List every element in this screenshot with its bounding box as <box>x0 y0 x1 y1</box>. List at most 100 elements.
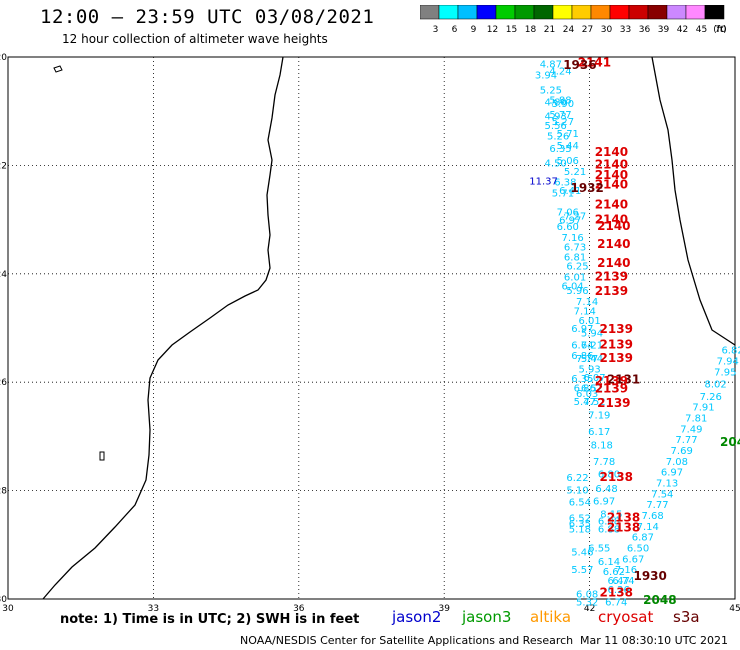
lon-tick-label: 42 <box>584 604 595 614</box>
colorbar-label: 3 <box>433 25 439 35</box>
lon-tick-label: 33 <box>148 604 159 614</box>
swh-label: 6.80 <box>598 469 620 480</box>
swh-label: 4.50 <box>545 159 567 170</box>
time-label-cryosat: 2140 <box>595 177 628 191</box>
swh-label: 6.52 <box>581 384 603 395</box>
colorbar-label: 30 <box>601 25 613 35</box>
swh-label: 7.54 <box>651 489 673 500</box>
time-label-cryosat: 2139 <box>595 270 628 284</box>
swh-label: 6.97 <box>559 216 581 227</box>
swh-label: 6.88 <box>598 516 620 527</box>
swh-label: 6.38 <box>554 178 576 189</box>
colorbar-label: 33 <box>620 25 631 35</box>
swh-label: 5.46 <box>571 547 593 558</box>
swh-label: 5.77 <box>549 110 571 121</box>
swh-label: 6.82 <box>721 346 740 357</box>
swh-label: 7.52 <box>583 397 605 408</box>
swh-label: 7.95 <box>714 367 736 378</box>
time-label-cryosat: 2140 <box>597 219 630 233</box>
lon-tick-label: 36 <box>293 604 305 614</box>
swh-label: 7.13 <box>656 478 678 489</box>
time-label-cryosat: 2140 <box>597 237 630 251</box>
island-mark <box>99 451 105 461</box>
coastline-africa <box>42 56 284 600</box>
swh-label: 7.49 <box>680 424 702 435</box>
swh-label: 6.62 <box>603 567 625 578</box>
swh-label: 6.35 <box>569 519 591 530</box>
time-label-cryosat: 2138 <box>607 511 640 525</box>
swh-label: 5.71 <box>552 189 574 200</box>
swh-label: 7.68 <box>641 511 663 522</box>
swh-label: 5.10 <box>566 486 588 497</box>
lon-tick-label: 39 <box>438 604 450 614</box>
time-label-cryosat: 2139 <box>595 382 628 396</box>
swh-label: 6.14 <box>598 557 620 568</box>
swh-label: 5.18 <box>569 525 591 536</box>
swh-label: 5.94 <box>581 328 603 339</box>
swh-label: 8.18 <box>591 441 613 452</box>
note-text: note: 1) Time is in UTC; 2) SWH is in fe… <box>60 612 360 627</box>
swh-label: 6.17 <box>588 427 610 438</box>
swh-label: 7.81 <box>685 413 707 424</box>
legend-s3a: s3a <box>673 608 700 626</box>
swh-label: 6.74 <box>605 598 627 609</box>
swh-label: 8.02 <box>704 379 726 390</box>
time-label-cryosat: 2140 <box>595 197 628 211</box>
swh-label: 6.08 <box>576 590 598 601</box>
swh-label: 5.32 <box>576 598 598 609</box>
swh-label: 5.71 <box>557 129 579 140</box>
footer-credit: NOAA/NESDIS Center for Satellite Applica… <box>240 634 574 647</box>
swh-label: 6.07 <box>583 373 605 384</box>
swh-label: 6.87 <box>632 533 654 544</box>
lon-tick-label: 45 <box>729 604 740 614</box>
swh-label: 6.21 <box>581 340 603 351</box>
colorbar-label: 36 <box>639 25 651 35</box>
colorbar-label: 70 <box>715 25 727 35</box>
swh-label: 7.78 <box>593 457 615 468</box>
swh-label: 5.57 <box>571 565 593 576</box>
lat-tick-label: -28 <box>0 487 7 497</box>
swh-label: 4.24 <box>549 67 571 78</box>
time-label-s3a: 1930 <box>633 569 666 583</box>
swh-label: 6.97 <box>593 496 615 507</box>
colorbar-label: 45 <box>696 25 707 35</box>
swh-label: 7.14 <box>637 522 659 533</box>
colorbar-label: 24 <box>563 25 575 35</box>
legend-jason2: jason2 <box>392 608 442 626</box>
swh-label: 5.88 <box>549 95 571 106</box>
swh-label: 6.60 <box>557 222 579 233</box>
swh-label: 5.56 <box>545 121 567 132</box>
swh-label: 6.88 <box>598 525 620 536</box>
swh-label: 6.26 <box>608 585 630 596</box>
swh-label: 5.27 <box>552 117 574 128</box>
lat-tick-label: -26 <box>0 378 7 388</box>
colorbar-label: 9 <box>471 25 477 35</box>
swh-label: 7.14 <box>574 307 596 318</box>
swh-label: 3.94 <box>535 70 557 81</box>
colorbar-swatch <box>704 5 725 20</box>
time-label-jason2: 11.37 <box>529 177 558 188</box>
swh-label: 7.08 <box>666 457 688 468</box>
time-label-cryosat: 2139 <box>595 284 628 298</box>
swh-label: 6.01 <box>578 316 600 327</box>
time-label-cryosat: 2138 <box>600 470 633 484</box>
swh-label: 6.04 <box>562 282 584 293</box>
colorbar-label: 12 <box>487 25 498 35</box>
swh-label: 6.55 <box>588 544 610 555</box>
swh-label: 5.96 <box>566 286 588 297</box>
page-title: 12:00 – 23:59 UTC 03/08/2021 <box>40 6 375 28</box>
time-label-cryosat: 2141 <box>578 55 611 69</box>
swh-label: 5.06 <box>557 156 579 167</box>
swh-label: 6.01 <box>564 273 586 284</box>
swh-label: 7.69 <box>671 446 693 457</box>
time-label-cryosat: 2140 <box>595 145 628 159</box>
swh-label: 6.86 <box>574 384 596 395</box>
swh-label: 4.87 <box>540 60 562 71</box>
swh-label: 7.94 <box>717 357 739 368</box>
time-label-s3a: 1932 <box>570 181 603 195</box>
swh-label: 6.22 <box>566 473 588 484</box>
swh-label: 6.74 <box>571 340 593 351</box>
time-label-cryosat: 2139 <box>600 337 633 351</box>
time-label-cryosat: 2139 <box>595 374 628 388</box>
swh-label: 7.19 <box>588 411 610 422</box>
